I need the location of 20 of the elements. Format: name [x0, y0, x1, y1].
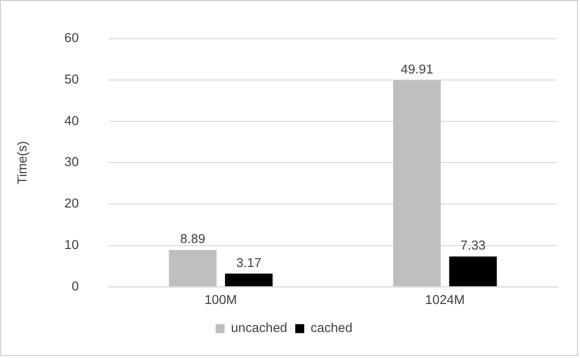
data-label: 7.33: [460, 238, 486, 253]
x-tick-label: 100M: [204, 292, 237, 308]
data-label: 3.17: [236, 254, 262, 270]
y-tick-label: 10: [64, 236, 79, 252]
bar: [168, 250, 217, 286]
data-label: 49.91: [400, 61, 434, 76]
y-tick-label: 60: [64, 30, 79, 46]
y-tick-label: 20: [64, 196, 79, 211]
y-axis-title: Time(s): [14, 141, 30, 184]
bar: [449, 256, 497, 286]
y-tick-label: 40: [64, 112, 79, 128]
bar: [224, 274, 273, 286]
data-label: 8.89: [180, 231, 206, 246]
y-tick-label: 30: [64, 154, 79, 170]
x-tick-label: 1024M: [425, 292, 465, 308]
y-tick-label: 0: [72, 278, 79, 294]
y-tick-label: 50: [64, 72, 79, 87]
bar: [393, 80, 441, 286]
legend-label: cached: [310, 320, 352, 336]
legend-label: uncached: [231, 320, 288, 336]
